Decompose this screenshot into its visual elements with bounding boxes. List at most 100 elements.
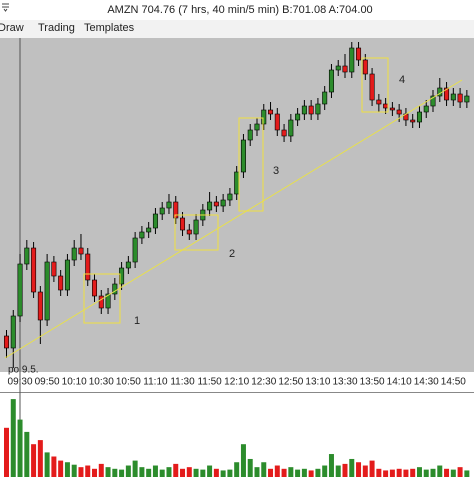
candle-body [64, 259, 70, 291]
volume-bar [430, 468, 436, 477]
volume-bar [362, 465, 368, 477]
volume-bar [457, 467, 463, 477]
candle-body [457, 93, 463, 103]
x-tick-label: 11:50 [197, 377, 222, 388]
candle-body [396, 109, 402, 115]
volume-bar [51, 456, 57, 477]
volume-bar [389, 469, 395, 477]
volume-bar [383, 470, 389, 477]
annotation-label: 4 [399, 74, 405, 86]
volume-bar [261, 462, 267, 477]
menu-item[interactable]: Trading [38, 22, 75, 34]
candle-body [389, 107, 395, 111]
volume-bar [240, 444, 246, 477]
volume-bar [186, 467, 192, 477]
title-bar [0, 0, 474, 20]
candle-body [186, 229, 192, 235]
candle-body [342, 65, 348, 73]
candle-body [450, 93, 456, 101]
annotation-box [174, 214, 219, 251]
x-tick-label: 11:10 [143, 377, 168, 388]
volume-bar [335, 465, 341, 477]
candle-body [315, 103, 321, 115]
x-tick-label: 09:50 [35, 377, 60, 388]
volume-bar [24, 431, 30, 477]
candle-body [240, 139, 246, 173]
volume-bar [139, 467, 145, 477]
price-panel [0, 38, 474, 372]
volume-bar [369, 460, 375, 477]
volume-bar [152, 465, 158, 477]
candle-body [98, 295, 104, 309]
candle-body [369, 73, 375, 101]
volume-bar [220, 470, 226, 477]
volume-bar [416, 467, 422, 477]
volume-bar [464, 470, 470, 477]
volume-bar [254, 467, 260, 477]
candle-body [37, 291, 43, 321]
volume-bar [403, 469, 409, 477]
menu-item[interactable]: Templates [84, 22, 135, 34]
candle-body [125, 261, 131, 269]
volume-bar [112, 468, 118, 477]
candle-body [31, 247, 37, 293]
volume-bar [85, 465, 91, 477]
x-tick-label: 14:10 [387, 377, 412, 388]
candle-body [152, 213, 158, 229]
candle-body [119, 267, 125, 285]
candle-body [356, 47, 362, 61]
chart-note: po 9.5. [8, 365, 39, 376]
candle-body [274, 113, 280, 131]
candle-body [349, 47, 355, 73]
candle-body [17, 263, 23, 317]
candle-body [24, 247, 30, 265]
candle-body [288, 119, 294, 137]
x-tick-label: 13:30 [332, 377, 357, 388]
candle-body [4, 335, 10, 349]
candle-body [268, 109, 274, 115]
candle-body [335, 65, 341, 71]
candle-body [207, 201, 213, 211]
candle-body [362, 59, 368, 75]
volume-bar [295, 469, 301, 477]
candle-body [322, 91, 328, 105]
x-tick-label: 12:10 [224, 377, 249, 388]
x-tick-label: 10:30 [89, 377, 114, 388]
candle-body [146, 227, 152, 233]
volume-bar [193, 468, 199, 477]
menu-icon[interactable] [2, 3, 9, 12]
volume-bar [444, 468, 450, 477]
volume-bar [322, 465, 328, 477]
candle-body [416, 111, 422, 123]
volume-bar [71, 464, 77, 477]
annotation-label: 2 [229, 248, 235, 260]
menu-item[interactable]: Draw [0, 22, 24, 34]
volume-bar [92, 468, 98, 477]
volume-bar [315, 468, 321, 477]
candle-body [376, 99, 382, 105]
volume-bar [207, 465, 213, 477]
candle-body [464, 95, 470, 103]
x-tick-label: 11:30 [170, 377, 195, 388]
candle-body [213, 201, 219, 207]
candle-body [281, 129, 287, 137]
candle-body [410, 119, 416, 123]
volume-bar [308, 470, 314, 477]
candle-body [261, 109, 267, 125]
volume-bar [31, 444, 37, 477]
volume-bar [98, 463, 104, 477]
menu-bar [0, 20, 474, 38]
volume-bar [301, 468, 307, 477]
candle-body [112, 283, 118, 295]
candle-body [10, 315, 16, 349]
window-title: AMZN 704.76 (7 hrs, 40 min/5 min) B:701.… [107, 4, 372, 16]
volume-bar [356, 462, 362, 477]
trend-line [4, 79, 463, 359]
volume-bar [376, 468, 382, 477]
candle-body [180, 217, 186, 231]
volume-bar [105, 467, 111, 477]
candle-body [92, 279, 98, 297]
candle-body [132, 237, 138, 263]
